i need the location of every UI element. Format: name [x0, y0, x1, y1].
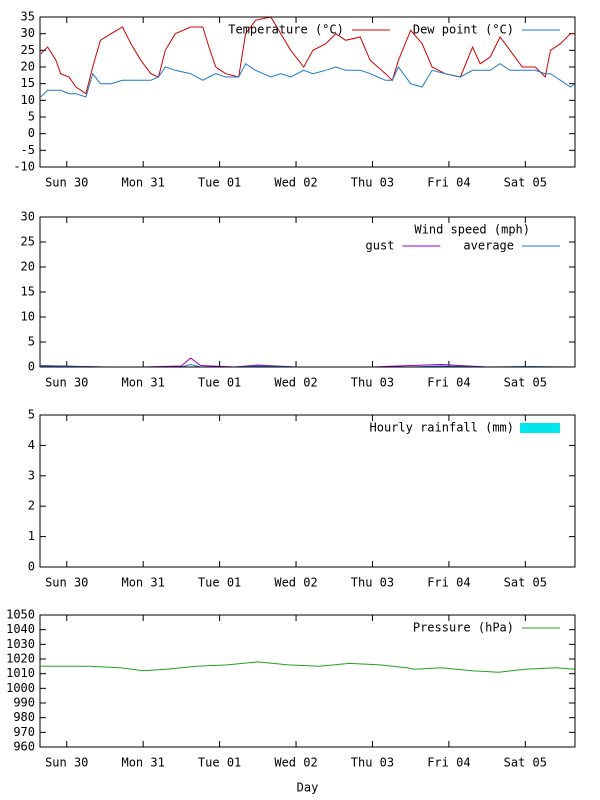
- y-tick-label: 0: [28, 360, 35, 374]
- y-tick-label: 15: [21, 76, 35, 90]
- y-tick-label: 20: [21, 260, 35, 274]
- y-tick-label: 0: [28, 126, 35, 140]
- y-tick-label: 5: [28, 335, 35, 349]
- x-tick-label: Thu 03: [351, 376, 394, 390]
- y-tick-label: 1010: [6, 666, 35, 680]
- y-tick-label: 3: [28, 468, 35, 482]
- y-tick-label: 1050: [6, 608, 35, 622]
- series-line: [40, 661, 576, 673]
- y-tick-label: 10: [21, 310, 35, 324]
- x-axis-label: Day: [297, 781, 319, 795]
- x-tick-label: Fri 04: [427, 756, 470, 770]
- y-tick-label: 15: [21, 285, 35, 299]
- y-tick-label: 1040: [6, 622, 35, 636]
- x-tick-label: Sat 05: [504, 176, 547, 190]
- y-tick-label: 30: [21, 26, 35, 40]
- x-tick-label: Sat 05: [504, 576, 547, 590]
- x-tick-label: Tue 01: [198, 176, 241, 190]
- x-tick-label: Wed 02: [274, 176, 317, 190]
- x-tick-label: Tue 01: [198, 576, 241, 590]
- x-tick-label: Wed 02: [274, 756, 317, 770]
- x-tick-label: Mon 31: [121, 376, 164, 390]
- legend-title: Wind speed (mph): [414, 223, 530, 237]
- series-line: [40, 357, 575, 368]
- legend-label: average: [463, 239, 514, 253]
- y-tick-label: 35: [21, 10, 35, 24]
- y-tick-label: 990: [13, 696, 35, 710]
- x-tick-label: Sat 05: [504, 756, 547, 770]
- x-tick-label: Sat 05: [504, 376, 547, 390]
- y-tick-label: 1020: [6, 652, 35, 666]
- y-tick-label: 10: [21, 93, 35, 107]
- legend-label: Pressure (hPa): [413, 621, 514, 635]
- x-tick-label: Wed 02: [274, 376, 317, 390]
- y-tick-label: 980: [13, 710, 35, 724]
- x-tick-label: Sun 30: [45, 176, 88, 190]
- x-tick-label: Mon 31: [121, 756, 164, 770]
- y-tick-label: 2: [28, 499, 35, 513]
- legend-label: Hourly rainfall (mm): [370, 421, 515, 435]
- plot-border: [39, 614, 576, 748]
- y-tick-label: 5: [28, 408, 35, 422]
- plot-border: [39, 414, 576, 568]
- legend-swatch: [520, 423, 560, 433]
- y-tick-label: 1030: [6, 637, 35, 651]
- x-tick-label: Mon 31: [121, 576, 164, 590]
- x-tick-label: Thu 03: [351, 176, 394, 190]
- y-tick-label: 30: [21, 210, 35, 224]
- y-tick-label: 4: [28, 438, 35, 452]
- x-tick-label: Mon 31: [121, 176, 164, 190]
- y-tick-label: -10: [13, 160, 35, 174]
- x-tick-label: Sun 30: [45, 376, 88, 390]
- x-tick-label: Sun 30: [45, 576, 88, 590]
- y-tick-label: 25: [21, 43, 35, 57]
- y-tick-label: 1000: [6, 681, 35, 695]
- y-tick-label: 1: [28, 529, 35, 543]
- y-tick-label: 970: [13, 725, 35, 739]
- x-tick-label: Sun 30: [45, 756, 88, 770]
- x-tick-label: Fri 04: [427, 376, 470, 390]
- legend-label: Temperature (°C): [228, 23, 344, 37]
- x-tick-label: Thu 03: [351, 576, 394, 590]
- x-tick-label: Wed 02: [274, 576, 317, 590]
- series-line: [40, 62, 576, 98]
- y-tick-label: 960: [13, 740, 35, 754]
- x-tick-label: Tue 01: [198, 756, 241, 770]
- y-tick-label: 25: [21, 235, 35, 249]
- y-tick-label: 0: [28, 560, 35, 574]
- plot-border: [39, 216, 576, 368]
- x-tick-label: Fri 04: [427, 176, 470, 190]
- y-tick-label: -5: [21, 143, 35, 157]
- y-tick-label: 5: [28, 110, 35, 124]
- series-line: [40, 16, 575, 95]
- legend-label: Dew point (°C): [413, 23, 514, 37]
- x-tick-label: Tue 01: [198, 376, 241, 390]
- legend-label: gust: [366, 239, 395, 253]
- plot-border: [39, 16, 576, 168]
- x-tick-label: Fri 04: [427, 576, 470, 590]
- x-tick-label: Thu 03: [351, 756, 394, 770]
- y-tick-label: 20: [21, 60, 35, 74]
